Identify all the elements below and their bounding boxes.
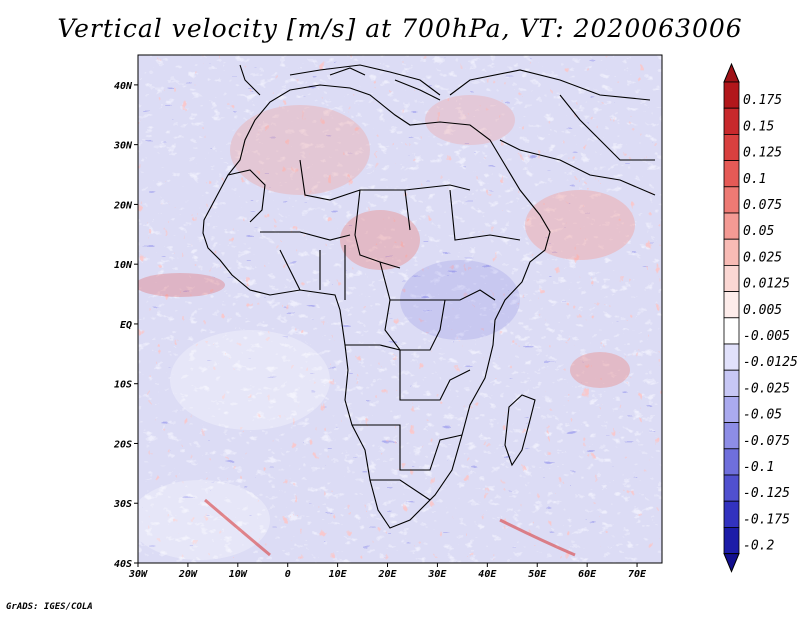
colorbar: 0.175 0.15 0.125 0.1 0.075 0.05 0.025 0.0125 0.0… bbox=[723, 62, 798, 573]
colorbar-swatch bbox=[723, 448, 740, 476]
colorbar-swatch bbox=[723, 186, 740, 214]
x-tick-label: 30W bbox=[128, 569, 148, 580]
colorbar-label: 0.125 bbox=[743, 146, 782, 161]
colorbar-top-arrow bbox=[723, 62, 740, 83]
colorbar-label: -0.125 bbox=[743, 486, 790, 501]
x-tick-label: 40E bbox=[478, 569, 497, 580]
y-tick-label: 30N bbox=[113, 141, 133, 152]
colorbar-label: -0.1 bbox=[743, 460, 774, 475]
x-tick-label: 70E bbox=[628, 569, 647, 580]
colorbar-swatch bbox=[723, 527, 740, 555]
x-tick-label: 0 bbox=[285, 569, 291, 580]
colorbar-label: 0.075 bbox=[743, 198, 782, 213]
colorbar-label: -0.025 bbox=[743, 381, 790, 396]
colorbar-label: -0.175 bbox=[743, 512, 790, 527]
colorbar-swatch bbox=[723, 422, 740, 450]
x-tick-label: 30E bbox=[427, 569, 447, 580]
colorbar-swatch bbox=[723, 160, 740, 188]
velocity-field bbox=[138, 55, 662, 563]
colorbar-swatch bbox=[723, 395, 740, 423]
coastlines bbox=[202, 64, 656, 529]
colorbar-label: -0.2 bbox=[743, 539, 774, 554]
colorbar-swatch bbox=[723, 369, 740, 397]
y-tick-label: 20N bbox=[113, 200, 133, 211]
colorbar-swatch bbox=[723, 500, 740, 528]
y-tick-label: EQ bbox=[120, 320, 132, 331]
colorbar-label: 0.15 bbox=[743, 119, 774, 134]
y-tick-label: 40S bbox=[114, 559, 132, 570]
x-axis: 30W 20W 10W 0 10E 20E 30E 40E 50E 60E 70E bbox=[128, 563, 647, 580]
y-tick-label: 10S bbox=[114, 380, 132, 391]
colorbar-label: -0.0125 bbox=[743, 355, 798, 370]
colorbar-label: 0.05 bbox=[743, 224, 774, 239]
x-tick-label: 10W bbox=[229, 569, 248, 580]
x-tick-label: 50E bbox=[528, 569, 547, 580]
x-tick-label: 10E bbox=[329, 569, 348, 580]
x-tick-label: 20E bbox=[377, 569, 397, 580]
colorbar-swatch bbox=[723, 474, 740, 502]
y-tick-label: 10N bbox=[114, 260, 133, 271]
x-tick-label: 20W bbox=[178, 569, 198, 580]
colorbar-swatch bbox=[723, 291, 740, 319]
colorbar-swatch bbox=[723, 81, 740, 109]
y-tick-label: 40N bbox=[114, 81, 133, 92]
colorbar-label: -0.075 bbox=[743, 434, 790, 449]
colorbar-swatch bbox=[723, 343, 740, 371]
colorbar-bottom-arrow bbox=[723, 553, 740, 573]
plot-frame bbox=[137, 54, 663, 564]
colorbar-swatch bbox=[723, 317, 740, 345]
colorbar-swatch bbox=[723, 133, 740, 161]
colorbar-swatch bbox=[723, 212, 740, 240]
y-tick-label: 30S bbox=[113, 499, 132, 510]
colorbar-label: 0.175 bbox=[743, 93, 782, 108]
colorbar-swatch bbox=[723, 107, 740, 135]
colorbar-swatch bbox=[723, 238, 740, 266]
y-tick-label: 20S bbox=[113, 439, 132, 450]
colorbar-label: -0.05 bbox=[743, 408, 782, 423]
x-tick-label: 60E bbox=[578, 569, 597, 580]
map-title: Vertical velocity [m/s] at 700hPa, VT: 2… bbox=[57, 14, 743, 43]
colorbar-label: -0.005 bbox=[743, 329, 790, 344]
colorbar-label: 0.0125 bbox=[743, 277, 790, 292]
colorbar-label: 0.025 bbox=[743, 250, 782, 265]
colorbar-label: 0.005 bbox=[743, 303, 782, 318]
footer-credit: GrADS: IGES/COLA bbox=[6, 602, 93, 612]
y-axis: 40N 30N 20N 10N EQ 10S 20S 30S 40S bbox=[113, 81, 138, 570]
colorbar-label: 0.1 bbox=[743, 172, 766, 187]
colorbar-swatch bbox=[723, 264, 740, 292]
